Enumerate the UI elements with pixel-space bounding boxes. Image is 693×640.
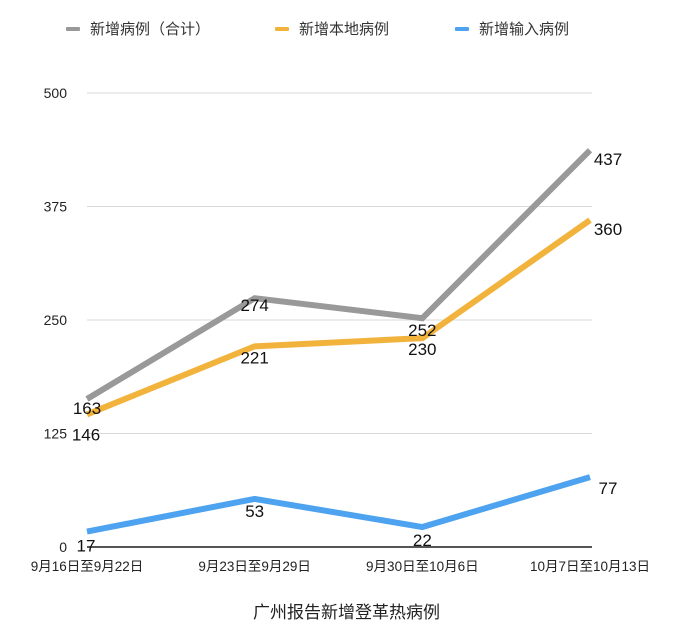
data-label: 252: [408, 321, 436, 340]
data-label: 53: [245, 502, 264, 521]
legend-swatch-imported: [455, 26, 469, 31]
y-tick-label: 0: [59, 539, 67, 555]
y-axis-ticks: 0 125 250 375 500: [44, 85, 68, 555]
data-label: 221: [240, 348, 268, 367]
data-label: 274: [240, 296, 268, 315]
series-line: [85, 217, 592, 418]
y-tick-label: 500: [44, 85, 68, 101]
legend-item-local[interactable]: 新增本地病例: [275, 18, 389, 39]
data-label: 163: [73, 399, 101, 418]
series-lines: [85, 148, 593, 535]
data-label: 437: [594, 150, 622, 169]
x-tick-label: 9月16日至9月22日: [31, 559, 144, 574]
data-label: 230: [408, 340, 436, 359]
legend-swatch-local: [275, 26, 289, 31]
chart-title: 广州报告新增登革热病例: [253, 603, 440, 622]
legend-label-imported: 新增输入病例: [479, 21, 570, 38]
data-label: 77: [599, 479, 618, 498]
data-label: 146: [72, 425, 100, 444]
legend-label-total: 新增病例（合计）: [90, 21, 211, 38]
legend-item-imported[interactable]: 新增输入病例: [455, 18, 569, 39]
x-tick-label: 10月7日至10月13日: [530, 559, 650, 574]
data-label: 17: [77, 537, 96, 556]
gridlines: [87, 92, 592, 434]
data-labels: 163 274 252 437 146 221 230 360 17 53 22 77: [72, 150, 622, 555]
series-line: [85, 148, 593, 402]
chart-legend: 新增病例（合计） 新增本地病例 新增输入病例: [0, 18, 693, 42]
data-label: 22: [413, 531, 432, 550]
x-axis-ticks: 9月16日至9月22日 9月23日至9月29日 9月30日至10月6日 10月7日至1…: [31, 559, 650, 574]
x-tick-label: 9月23日至9月29日: [198, 559, 311, 574]
y-tick-label: 125: [44, 426, 68, 442]
data-label: 360: [594, 220, 622, 239]
y-tick-label: 250: [44, 312, 68, 328]
legend-swatch-total: [66, 26, 80, 31]
legend-item-total[interactable]: 新增病例（合计）: [66, 18, 210, 39]
legend-label-local: 新增本地病例: [299, 21, 390, 38]
series-line: [86, 474, 591, 535]
y-tick-label: 375: [44, 199, 68, 215]
x-tick-label: 9月30日至10月6日: [366, 559, 479, 574]
